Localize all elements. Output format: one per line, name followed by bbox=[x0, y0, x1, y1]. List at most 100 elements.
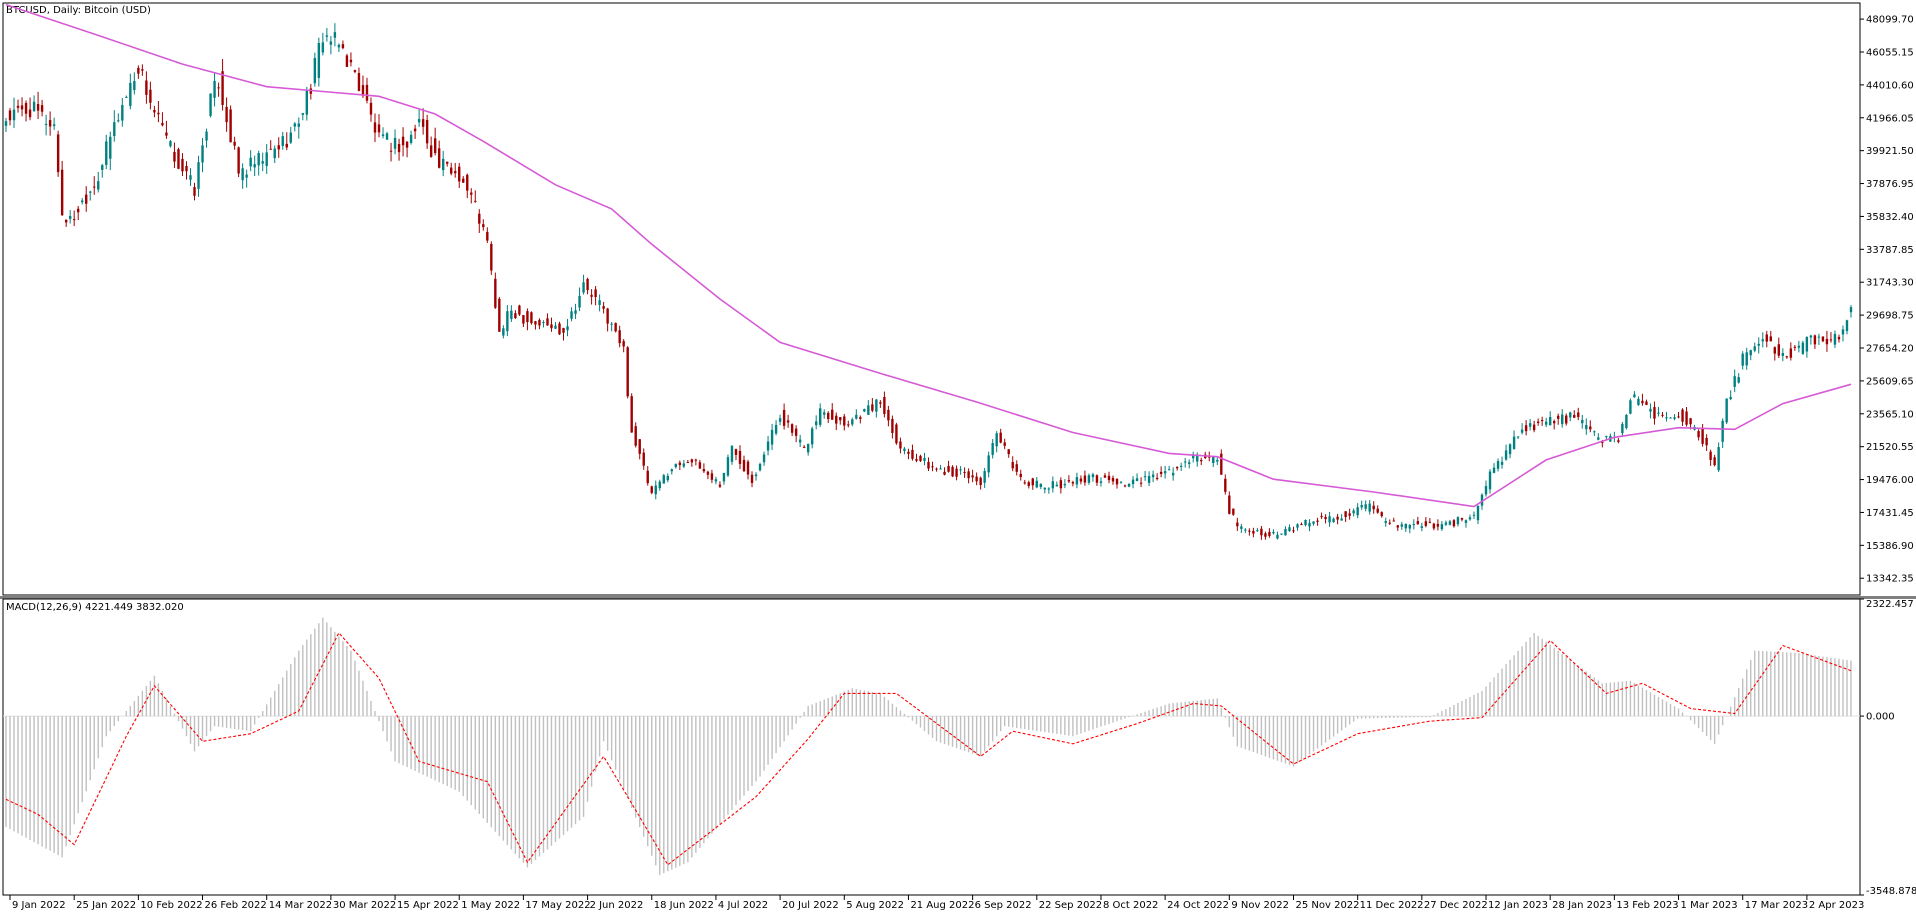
candle-body bbox=[44, 124, 48, 126]
candle-body bbox=[806, 443, 810, 453]
price-y-tick-label: 23565.10 bbox=[1866, 409, 1914, 420]
time-tick-label: 14 Mar 2022 bbox=[269, 900, 332, 911]
candle-body bbox=[1356, 507, 1359, 516]
candle-body bbox=[1075, 477, 1079, 485]
candle-body bbox=[333, 32, 337, 38]
candle-body bbox=[1697, 431, 1700, 438]
candle-body bbox=[574, 310, 577, 314]
time-tick-label: 1 May 2022 bbox=[461, 900, 520, 911]
candle-body bbox=[1340, 518, 1343, 521]
candle-body bbox=[1240, 526, 1243, 529]
candle-body bbox=[72, 219, 76, 221]
candle-body bbox=[1709, 451, 1712, 460]
macd-panel[interactable]: MACD(12,26,9) 4221.449 3832.020 2322.457… bbox=[2, 598, 1916, 897]
candle-body bbox=[1007, 449, 1010, 455]
candle-body bbox=[967, 471, 970, 479]
candle-body bbox=[121, 105, 124, 121]
candle-body bbox=[798, 439, 802, 443]
candle-body bbox=[313, 57, 317, 84]
candle-body bbox=[353, 70, 357, 72]
candle-body bbox=[843, 416, 846, 426]
price-panel[interactable]: BTCUSD, Daily: Bitcoin (USD) 48099.70 460… bbox=[2, 2, 1914, 596]
candle-body bbox=[610, 323, 613, 325]
candle-body bbox=[983, 471, 986, 483]
candle-body bbox=[823, 412, 826, 415]
candle-body bbox=[177, 149, 180, 169]
candle-body bbox=[357, 72, 361, 91]
candle-body bbox=[1444, 522, 1448, 525]
candle-body bbox=[185, 166, 188, 172]
candle-body bbox=[1360, 505, 1363, 508]
candle-body bbox=[1083, 475, 1087, 483]
candle-body bbox=[919, 455, 922, 462]
candle-body bbox=[429, 145, 433, 157]
candle-body bbox=[931, 466, 934, 468]
candle-body bbox=[1817, 336, 1821, 338]
candle-body bbox=[1067, 480, 1071, 482]
candle-body bbox=[911, 449, 914, 459]
candle-body bbox=[273, 148, 276, 159]
price-y-tick-label: 41966.05 bbox=[1866, 113, 1914, 124]
candle-body bbox=[40, 105, 44, 112]
candle-body bbox=[1288, 527, 1291, 532]
candle-body bbox=[385, 133, 389, 140]
candle-body bbox=[301, 113, 305, 115]
candle-body bbox=[401, 136, 405, 146]
candle-body bbox=[987, 455, 990, 473]
candle-body bbox=[979, 477, 982, 485]
candle-body bbox=[233, 141, 236, 146]
candle-body bbox=[494, 278, 497, 308]
candle-body bbox=[810, 428, 814, 445]
candle-body bbox=[766, 441, 770, 451]
candle-body bbox=[690, 459, 694, 463]
candle-body bbox=[1216, 459, 1219, 462]
candle-body bbox=[437, 148, 441, 168]
candle-body bbox=[943, 471, 946, 475]
macd-y-tick-label: 2322.457 bbox=[1866, 599, 1914, 610]
candle-body bbox=[253, 164, 256, 168]
candle-body bbox=[157, 112, 160, 115]
panel-separator[interactable] bbox=[0, 596, 1916, 599]
candle-body bbox=[498, 298, 501, 332]
candle-body bbox=[955, 468, 958, 477]
candle-body bbox=[241, 168, 244, 181]
candle-body bbox=[1488, 471, 1492, 490]
candle-body bbox=[1476, 505, 1480, 521]
candle-body bbox=[105, 141, 108, 165]
candle-body bbox=[1617, 440, 1620, 442]
candle-body bbox=[441, 158, 445, 171]
price-y-axis: 48099.70 46055.15 44010.60 41966.05 39921.50… bbox=[1860, 15, 1914, 585]
candle-body bbox=[1500, 461, 1504, 465]
candle-body bbox=[682, 463, 686, 467]
candle-body bbox=[702, 468, 706, 472]
candle-body bbox=[1228, 495, 1231, 514]
candle-body bbox=[730, 445, 734, 462]
candle-body bbox=[1304, 519, 1307, 526]
candle-body bbox=[393, 137, 397, 149]
candle-body bbox=[60, 169, 64, 216]
candle-body bbox=[113, 122, 116, 137]
candle-body bbox=[1432, 523, 1436, 529]
time-tick-label: 15 Apr 2022 bbox=[397, 900, 459, 911]
candle-body bbox=[56, 134, 60, 173]
candle-body bbox=[558, 323, 561, 335]
candle-body bbox=[1504, 450, 1508, 460]
price-candles bbox=[4, 23, 1853, 540]
candle-body bbox=[1015, 464, 1018, 472]
price-y-tick-label: 33787.85 bbox=[1866, 245, 1914, 256]
candle-body bbox=[129, 82, 132, 106]
candle-body bbox=[1055, 484, 1059, 487]
candle-body bbox=[899, 441, 902, 449]
candle-body bbox=[1625, 414, 1628, 429]
candle-body bbox=[1532, 424, 1536, 431]
candle-body bbox=[1380, 512, 1383, 517]
candle-body bbox=[1023, 482, 1026, 484]
candle-body bbox=[1448, 521, 1452, 525]
macd-panel-title: MACD(12,26,9) 4221.449 3832.020 bbox=[6, 602, 184, 613]
candle-body bbox=[510, 310, 513, 320]
candle-body bbox=[714, 479, 718, 482]
candle-body bbox=[502, 328, 505, 336]
candle-body bbox=[249, 157, 252, 167]
